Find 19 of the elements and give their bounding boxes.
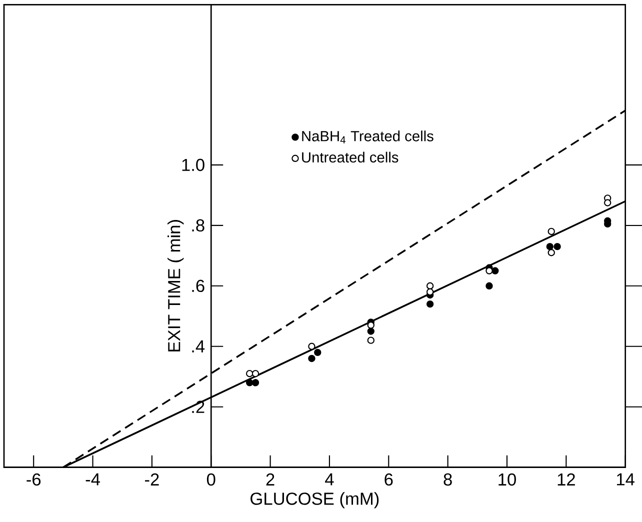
x-tick-label: 4: [325, 473, 334, 486]
x-tick-label: 0: [206, 473, 216, 486]
y-tick-label: .6: [192, 280, 204, 292]
x-tick-label: 12: [558, 473, 575, 486]
y-axis-title: EXIT TIME ( min): [168, 220, 184, 352]
x-tick-label: 6: [384, 473, 393, 486]
y-tick-label: .4: [192, 340, 205, 352]
x-tick-label: -4: [86, 473, 100, 486]
x-tick-label: 8: [444, 473, 452, 486]
x-tick-label: -6: [26, 473, 41, 486]
x-tick-label: 10: [498, 473, 516, 486]
y-tick-label: 1.0: [182, 158, 204, 172]
x-tick-label: 14: [617, 473, 634, 486]
legend-label: Untreated cells: [302, 152, 398, 163]
x-tick-label: 2: [266, 473, 274, 486]
x-axis-title: GLUCOSE (mM): [250, 492, 379, 508]
y-tick-label: .8: [192, 219, 204, 232]
x-tick-label: -2: [145, 473, 159, 486]
legend-label: NaBH$_{4}$ Treated cells: [302, 130, 434, 144]
